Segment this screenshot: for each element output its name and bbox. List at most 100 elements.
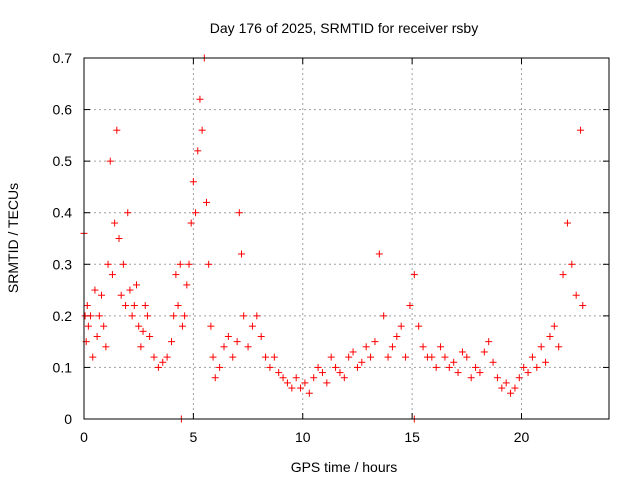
data-point <box>559 271 567 279</box>
data-point <box>533 363 541 371</box>
data-point <box>133 281 140 289</box>
data-point <box>332 363 340 371</box>
data-point <box>115 235 123 242</box>
data-point <box>244 343 252 351</box>
data-point <box>84 322 92 330</box>
data-point <box>458 348 466 356</box>
data-point <box>577 126 585 134</box>
data-point <box>104 260 112 268</box>
data-point <box>542 358 550 366</box>
y-tick-label: 0.7 <box>53 50 73 66</box>
data-point <box>93 332 101 340</box>
y-tick-label: 0.2 <box>53 308 73 324</box>
data-point <box>550 322 558 330</box>
x-tick-label: 10 <box>295 429 311 445</box>
data-point <box>454 369 462 377</box>
data-point <box>146 332 154 340</box>
data-point <box>388 343 396 351</box>
data-point <box>143 312 151 320</box>
data-point <box>262 353 270 361</box>
data-point <box>323 379 331 387</box>
data-point <box>410 271 418 279</box>
x-tick-label: 0 <box>80 429 88 445</box>
data-point <box>507 389 515 397</box>
data-point <box>187 219 195 227</box>
plot-frame <box>83 57 610 420</box>
grid-lines <box>84 58 609 419</box>
data-point <box>515 374 523 382</box>
data-point <box>367 353 375 361</box>
data-point <box>450 358 458 366</box>
y-tick-label: 0.6 <box>53 102 73 118</box>
data-point <box>493 374 501 382</box>
data-point <box>209 353 217 361</box>
data-point <box>441 353 449 361</box>
data-point <box>432 363 440 371</box>
data-points <box>80 54 587 423</box>
data-point <box>176 260 184 268</box>
data-point <box>117 291 125 299</box>
data-point <box>100 322 108 330</box>
data-point <box>445 363 453 371</box>
data-point <box>327 353 335 361</box>
data-point <box>248 322 256 330</box>
y-tick-label: 0.1 <box>53 359 73 375</box>
y-axis-label: SRMTID / TECUs <box>5 183 21 293</box>
data-point <box>428 353 436 361</box>
data-point <box>546 332 554 340</box>
data-point <box>207 322 215 330</box>
data-point <box>437 343 445 351</box>
data-point <box>238 250 245 258</box>
data-point <box>159 358 167 366</box>
data-point <box>314 363 322 371</box>
data-point <box>419 343 427 351</box>
data-point <box>292 374 300 382</box>
data-point <box>579 302 587 310</box>
data-point <box>174 302 182 310</box>
data-point <box>467 374 475 382</box>
y-tick-label: 0.4 <box>53 205 73 221</box>
data-point <box>185 260 193 268</box>
data-point <box>178 322 186 330</box>
data-point <box>349 348 357 356</box>
data-point <box>181 312 189 320</box>
data-point <box>220 343 228 351</box>
data-point <box>511 384 519 392</box>
data-point <box>563 219 571 227</box>
data-point <box>371 338 379 346</box>
y-tick-label: 0 <box>64 411 72 427</box>
data-point <box>310 374 318 382</box>
data-point <box>476 369 484 377</box>
data-point <box>106 157 114 165</box>
data-point <box>229 353 237 361</box>
data-point <box>141 302 149 310</box>
data-point <box>172 271 180 279</box>
data-point <box>362 343 370 351</box>
data-point <box>83 302 91 310</box>
x-axis-label: GPS time / hours <box>291 459 398 475</box>
data-point <box>126 286 134 294</box>
data-point <box>203 198 210 206</box>
data-point <box>353 363 361 371</box>
data-point <box>279 374 287 382</box>
data-point <box>257 332 265 340</box>
data-point <box>102 343 110 351</box>
data-point <box>275 369 283 377</box>
data-point <box>168 338 175 346</box>
chart-title: Day 176 of 2025, SRMTID for receiver rsb… <box>210 20 478 36</box>
data-point <box>211 374 219 382</box>
data-point <box>336 369 344 377</box>
data-point <box>91 286 99 294</box>
data-point <box>406 302 414 310</box>
data-point <box>498 384 506 392</box>
data-point <box>119 260 127 268</box>
data-point <box>572 291 580 299</box>
data-point <box>198 126 206 134</box>
data-point <box>305 389 313 397</box>
data-point <box>375 250 383 258</box>
data-point <box>393 332 401 340</box>
axis-ticks: 0 5 10 15 20 0 0.1 0.2 0.3 0.4 0.5 0.6 0.7 <box>53 50 609 445</box>
data-point <box>397 322 405 330</box>
data-point <box>485 338 493 346</box>
data-point <box>124 209 132 217</box>
